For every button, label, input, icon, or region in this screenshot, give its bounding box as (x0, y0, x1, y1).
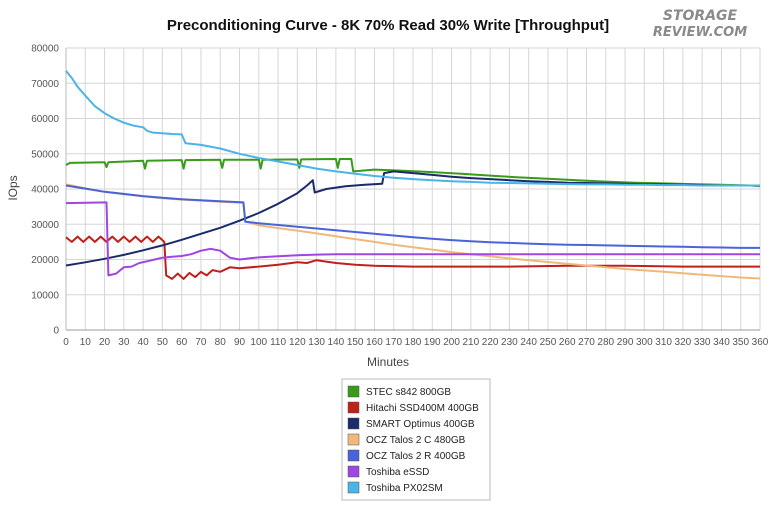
x-axis-ticks: 0 10 20 30 40 50 60 70 80 90 100 110 120 130 140 150 160… (63, 337, 769, 348)
y-tick-label: 40000 (31, 185, 59, 196)
series-line-1 (65, 158, 761, 188)
logo-line1: STORAGE (663, 8, 738, 24)
x-tick-label: 280 (597, 337, 614, 348)
x-tick-label: 210 (462, 337, 479, 348)
series-lines (65, 70, 761, 280)
x-tick-label: 40 (138, 337, 150, 348)
x-tick-label: 250 (540, 337, 557, 348)
x-tick-label: 290 (617, 337, 634, 348)
x-tick-label: 0 (63, 337, 69, 348)
y-tick-label: 50000 (31, 149, 59, 160)
x-tick-label: 360 (752, 337, 769, 348)
y-tick-label: 10000 (31, 290, 59, 301)
x-tick-label: 200 (443, 337, 460, 348)
x-tick-label: 260 (559, 337, 576, 348)
x-tick-label: 190 (424, 337, 441, 348)
x-tick-label: 270 (578, 337, 595, 348)
x-tick-label: 60 (176, 337, 188, 348)
x-tick-label: 340 (713, 337, 730, 348)
y-axis-ticks: 0 10000 20000 30000 40000 50000 60000 70000 8000… (31, 44, 59, 337)
legend-swatch (347, 449, 360, 462)
x-tick-label: 300 (636, 337, 653, 348)
x-tick-label: 240 (520, 337, 537, 348)
y-tick-label: 0 (53, 326, 59, 337)
x-tick-label: 130 (308, 337, 325, 348)
x-tick-label: 120 (289, 337, 306, 348)
series-line-6 (65, 201, 760, 277)
x-tick-label: 90 (234, 337, 246, 348)
y-tick-label: 70000 (31, 79, 59, 90)
legend-label: STEC s842 800GB (366, 387, 451, 398)
x-tick-label: 50 (157, 337, 169, 348)
x-tick-label: 170 (385, 337, 402, 348)
x-tick-label: 10 (80, 337, 92, 348)
legend-swatch (347, 401, 360, 414)
storagereview-logo: STORAGE REVIEW.COM (653, 8, 747, 40)
x-axis-label: Minutes (367, 355, 409, 369)
series-line-2 (65, 235, 760, 280)
series-line-7 (65, 70, 760, 187)
grid (65, 47, 761, 331)
legend-swatch (347, 481, 360, 494)
y-tick-label: 80000 (31, 44, 59, 55)
x-tick-label: 20 (99, 337, 111, 348)
legend-label: Hitachi SSD400M 400GB (366, 403, 479, 414)
y-tick-label: 60000 (31, 114, 59, 125)
legend-label: OCZ Talos 2 R 400GB (366, 451, 466, 462)
y-axis-label: IOps (6, 175, 20, 200)
x-tick-label: 140 (328, 337, 345, 348)
legend-swatch (347, 433, 360, 446)
legend-box (341, 378, 491, 501)
legend-label: Toshiba PX02SM (366, 483, 443, 494)
x-tick-label: 330 (694, 337, 711, 348)
x-tick-label: 160 (366, 337, 383, 348)
x-tick-label: 110 (270, 337, 286, 348)
x-tick-label: 70 (195, 337, 207, 348)
x-tick-label: 30 (118, 337, 130, 348)
x-tick-label: 230 (501, 337, 518, 348)
legend-label: SMART Optimus 400GB (366, 419, 475, 430)
y-tick-label: 30000 (31, 220, 59, 231)
legend-swatch (347, 417, 360, 430)
x-tick-label: 320 (675, 337, 692, 348)
x-tick-label: 150 (347, 337, 364, 348)
legend-label: Toshiba eSSD (366, 467, 429, 478)
x-tick-label: 350 (732, 337, 749, 348)
legend-swatch (347, 385, 360, 398)
x-tick-label: 80 (215, 337, 227, 348)
x-tick-label: 310 (655, 337, 672, 348)
x-tick-label: 100 (250, 337, 267, 348)
legend-swatch (347, 465, 360, 478)
legend: STEC s842 800GB Hitachi SSD400M 400GB SMAR… (341, 378, 491, 501)
legend-label: OCZ Talos 2 C 480GB (366, 435, 466, 446)
chart-title: Preconditioning Curve - 8K 70% Read 30% … (167, 17, 609, 34)
x-tick-label: 180 (405, 337, 422, 348)
x-tick-label: 220 (482, 337, 499, 348)
logo-line2: REVIEW.COM (653, 25, 747, 40)
y-tick-label: 20000 (31, 255, 59, 266)
series-line-5 (65, 184, 760, 249)
